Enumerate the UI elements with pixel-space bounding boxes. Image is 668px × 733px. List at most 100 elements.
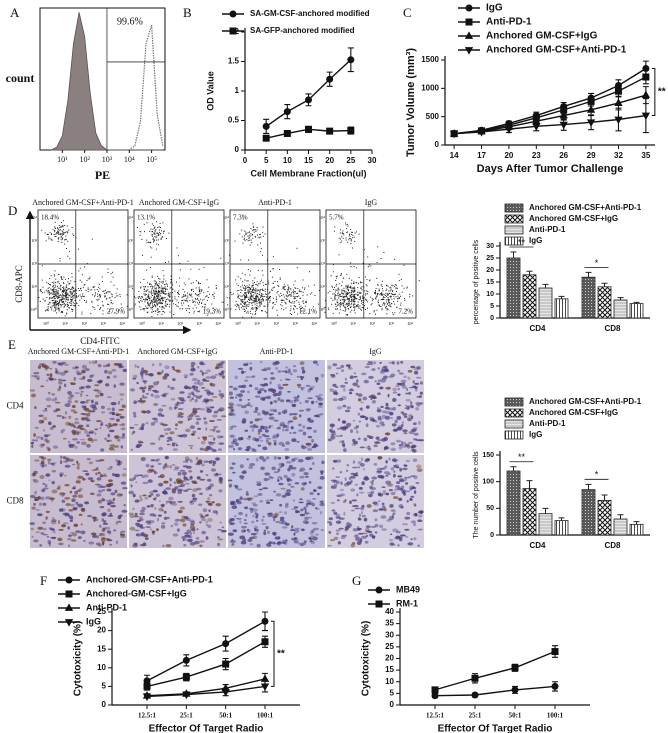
cell xyxy=(174,404,179,407)
cell xyxy=(72,507,78,511)
cell xyxy=(406,387,409,392)
cell xyxy=(320,529,324,531)
event-dot xyxy=(145,290,147,292)
event-dot xyxy=(57,293,59,295)
y-tick-label: 10³ xyxy=(31,238,38,243)
event-dot xyxy=(338,254,340,256)
cell xyxy=(107,508,111,512)
x-tick-label: 10² xyxy=(79,155,90,164)
event-dot xyxy=(64,287,66,289)
cell xyxy=(204,421,208,425)
cell xyxy=(205,369,212,373)
cell xyxy=(412,458,418,462)
event-dot xyxy=(376,277,378,279)
event-dot xyxy=(143,309,145,311)
cell xyxy=(172,501,176,504)
event-dot xyxy=(61,225,63,227)
micrograph xyxy=(129,360,227,453)
event-dot xyxy=(346,293,348,294)
event-dot xyxy=(45,289,47,291)
event-dot xyxy=(250,291,252,293)
event-dot xyxy=(162,300,164,302)
event-dot xyxy=(179,269,181,271)
cell xyxy=(283,474,288,478)
cell xyxy=(107,407,111,411)
cell xyxy=(413,504,417,507)
cell xyxy=(241,525,247,529)
event-dot xyxy=(285,298,287,299)
event-dot xyxy=(198,303,200,305)
cell xyxy=(408,441,413,445)
error-bar xyxy=(585,483,592,490)
event-dot xyxy=(65,291,67,293)
event-dot xyxy=(335,308,337,310)
bar xyxy=(581,276,596,319)
cell xyxy=(190,446,193,450)
event-dot xyxy=(397,300,399,302)
cell xyxy=(81,405,84,408)
event-dot xyxy=(259,283,261,285)
event-dot xyxy=(263,284,265,286)
event-dot xyxy=(157,284,159,286)
cell xyxy=(357,517,361,521)
cell xyxy=(194,399,198,403)
event-dot xyxy=(87,288,89,290)
cell xyxy=(102,534,105,537)
error-bar xyxy=(633,521,640,525)
event-dot xyxy=(64,315,66,317)
event-dot xyxy=(393,286,395,287)
event-dot xyxy=(86,280,88,282)
cell xyxy=(353,426,358,430)
cell xyxy=(190,412,197,416)
cell xyxy=(58,362,64,366)
event-dot xyxy=(256,295,258,297)
event-dot xyxy=(57,303,58,305)
event-dot xyxy=(157,308,159,310)
cell xyxy=(207,524,212,529)
cell xyxy=(218,478,223,482)
cell xyxy=(300,387,304,391)
event-dot xyxy=(298,295,300,297)
cell xyxy=(177,500,183,503)
event-dot xyxy=(162,306,163,308)
event-dot xyxy=(392,294,394,295)
cell xyxy=(367,445,370,448)
event-dot xyxy=(51,239,53,241)
event-dot xyxy=(150,307,152,309)
cell xyxy=(314,533,319,536)
cell xyxy=(396,481,401,484)
event-dot xyxy=(152,228,154,230)
cell xyxy=(94,384,100,387)
event-dot xyxy=(78,270,80,272)
event-dot xyxy=(40,289,42,290)
y-tick-label: 10² xyxy=(31,261,38,266)
event-dot xyxy=(257,236,259,238)
marker xyxy=(641,90,651,99)
cell xyxy=(76,465,80,470)
cell xyxy=(283,383,289,386)
event-dot xyxy=(91,301,93,303)
cell xyxy=(210,375,217,380)
event-dot xyxy=(293,309,295,310)
cell xyxy=(262,397,266,401)
event-dot xyxy=(249,310,251,312)
event-dot xyxy=(348,237,350,239)
legend-label: Anti-PD-1 xyxy=(486,17,532,28)
cell xyxy=(369,481,374,483)
cell xyxy=(205,524,209,526)
event-dot xyxy=(55,286,57,288)
event-dot xyxy=(161,289,163,291)
y-tick-label: 500 xyxy=(426,112,440,121)
cell xyxy=(370,418,375,422)
event-dot xyxy=(244,240,246,242)
cell xyxy=(398,478,405,482)
cell xyxy=(114,435,120,440)
event-dot xyxy=(152,286,154,288)
event-dot xyxy=(75,293,77,294)
cell xyxy=(121,473,127,477)
event-dot xyxy=(294,296,295,298)
cell xyxy=(193,388,199,391)
event-dot xyxy=(242,308,244,310)
cell xyxy=(302,425,306,429)
event-dot xyxy=(248,259,249,261)
